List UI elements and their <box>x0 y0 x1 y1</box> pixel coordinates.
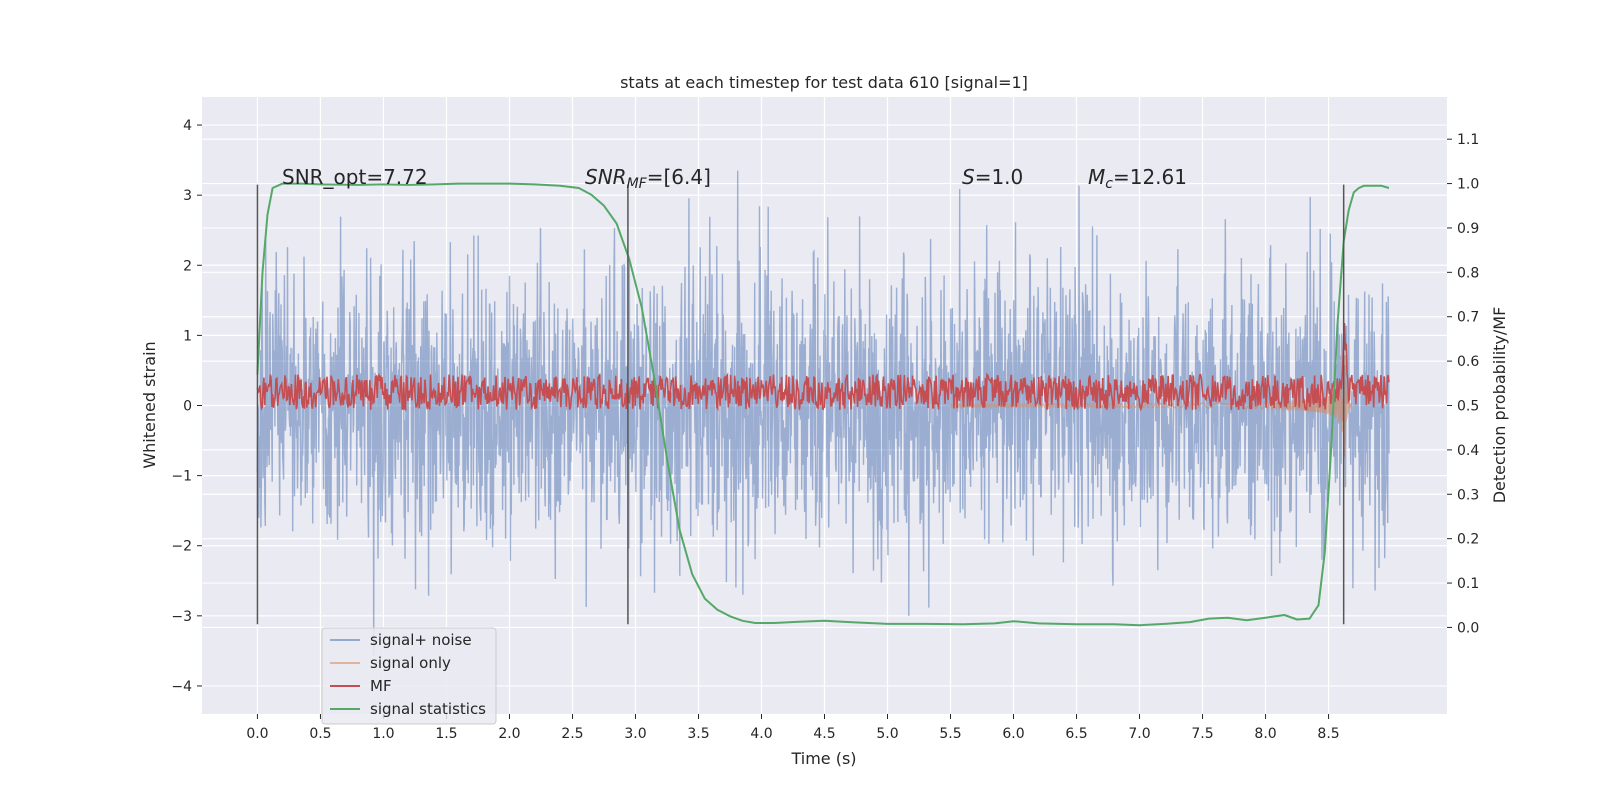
x-tick-label: 5.0 <box>876 726 898 742</box>
mc-value: =12.61 <box>1113 165 1187 189</box>
x-tick-label: 4.5 <box>813 726 835 742</box>
x-tick-label: 8.0 <box>1254 726 1276 742</box>
legend: signal+ noise signal only MF signal stat… <box>321 627 497 725</box>
annotation-snr-mf: SNRMF=[6.4] <box>585 165 711 192</box>
x-tick-label: 3.0 <box>624 726 646 742</box>
s-symbol: S <box>962 165 975 189</box>
legend-label-signal-only: signal only <box>370 654 451 672</box>
y2-tick-label: 0.0 <box>1457 620 1479 636</box>
x-tick-label: 2.0 <box>498 726 520 742</box>
y-tick-label: −2 <box>171 539 192 555</box>
x-tick-label: 0.5 <box>309 726 331 742</box>
y-tick-label: 1 <box>183 328 192 344</box>
s-value: =1.0 <box>975 165 1024 189</box>
y2-tick-label: 0.6 <box>1457 354 1479 370</box>
y-tick-label: −1 <box>171 469 192 485</box>
x-tick-label: 4.0 <box>750 726 772 742</box>
y-tick-label: 2 <box>183 258 192 274</box>
x-tick-label: 8.5 <box>1317 726 1339 742</box>
x-tick-label: 6.0 <box>1002 726 1024 742</box>
series-signal-statistics <box>256 182 1390 627</box>
snr-mf-symbol: SNR <box>585 165 627 189</box>
annotation-snr-opt: SNR_opt=7.72 <box>282 165 428 189</box>
y2-tick-label: 1.1 <box>1457 132 1479 148</box>
series-mf <box>256 323 1390 412</box>
x-tick-label: 7.0 <box>1128 726 1150 742</box>
x-tick-label: 2.5 <box>561 726 583 742</box>
y-tick-label: −3 <box>171 609 192 625</box>
mc-symbol: M <box>1088 165 1105 189</box>
y2-tick-label: 0.9 <box>1457 221 1479 237</box>
axes: 0.0 0.5 1.0 1.5 2.0 2.5 3.0 3.5 4.0 4.5 5.0 5.5 6.0 6… <box>171 118 1479 742</box>
y2-tick-label: 0.5 <box>1457 399 1479 415</box>
legend-label-signal-noise: signal+ noise <box>370 631 472 649</box>
snr-mf-subscript: MF <box>627 176 648 192</box>
y2-tick-label: 0.4 <box>1457 443 1479 459</box>
y2-tick-label: 0.8 <box>1457 265 1479 281</box>
y2-tick-label: 0.7 <box>1457 310 1479 326</box>
y2-axis-label: Detection probability/MF <box>1490 307 1509 504</box>
y2-tick-label: 1.0 <box>1457 177 1479 193</box>
x-tick-label: 1.0 <box>372 726 394 742</box>
plot-series <box>256 170 1390 656</box>
annotation-mc: Mc=12.61 <box>1088 165 1187 192</box>
annotation-s: S=1.0 <box>962 165 1023 189</box>
y-tick-label: −4 <box>171 679 192 695</box>
y2-tick-label: 0.1 <box>1457 576 1479 592</box>
x-axis-label: Time (s) <box>790 749 856 768</box>
y-tick-label: 3 <box>183 188 192 204</box>
chart-title: stats at each timestep for test data 610… <box>620 73 1028 92</box>
y-axis-label: Whitened strain <box>140 341 159 468</box>
legend-box <box>321 627 497 725</box>
legend-label-signal-statistics: signal statistics <box>370 700 486 718</box>
y2-tick-label: 0.2 <box>1457 532 1479 548</box>
y-tick-label: 4 <box>183 118 192 134</box>
mc-subscript: c <box>1105 176 1113 192</box>
y-tick-label: 0 <box>183 399 192 415</box>
x-tick-label: 5.5 <box>939 726 961 742</box>
legend-label-mf: MF <box>370 677 392 695</box>
x-tick-label: 0.0 <box>246 726 268 742</box>
x-tick-label: 1.5 <box>435 726 457 742</box>
snr-mf-value: =[6.4] <box>647 165 711 189</box>
x-tick-label: 7.5 <box>1191 726 1213 742</box>
y2-tick-label: 0.3 <box>1457 487 1479 503</box>
x-tick-label: 3.5 <box>687 726 709 742</box>
x-tick-label: 6.5 <box>1065 726 1087 742</box>
